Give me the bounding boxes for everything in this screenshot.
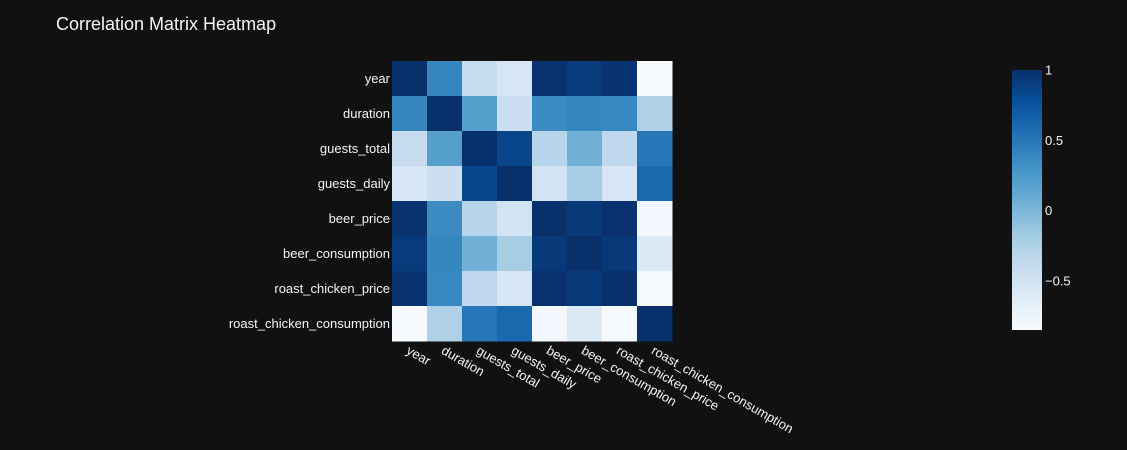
y-tick-label-beer-price: beer_price: [329, 211, 390, 226]
x-tick-label-roast-chicken-consumption: roast_chicken_consumption: [649, 343, 796, 437]
heatmap-cell-beer-price-beer-consumption: [567, 201, 603, 237]
heatmap-cell-beer-price-guests-daily: [497, 201, 533, 237]
heatmap-cell-duration-roast-chicken-consumption: [637, 96, 673, 132]
heatmap-cell-guests-daily-guests-total: [462, 166, 498, 202]
heatmap-cell-guests-total-duration: [427, 131, 463, 167]
y-tick-label-duration: duration: [343, 106, 390, 121]
heatmap-cell-guests-daily-guests-daily: [497, 166, 533, 202]
heatmap-cell-roast-chicken-price-beer-consumption: [567, 271, 603, 307]
heatmap-cell-guests-total-guests-total: [462, 131, 498, 167]
heatmap-cell-year-guests-total: [462, 61, 498, 97]
heatmap-cell-year-duration: [427, 61, 463, 97]
heatmap-cell-beer-price-guests-total: [462, 201, 498, 237]
heatmap-cell-guests-total-year: [392, 131, 428, 167]
heatmap-cell-duration-guests-daily: [497, 96, 533, 132]
heatmap-cell-duration-guests-total: [462, 96, 498, 132]
heatmap-cell-roast-chicken-consumption-beer-price: [532, 306, 568, 342]
heatmap-cell-roast-chicken-price-roast-chicken-consumption: [637, 271, 673, 307]
y-tick-label-year: year: [365, 71, 391, 86]
heatmap-cell-year-year: [392, 61, 428, 97]
y-tick-label-guests-daily: guests_daily: [318, 176, 391, 191]
y-tick-label-roast-chicken-price: roast_chicken_price: [274, 281, 390, 296]
heatmap-cell-roast-chicken-consumption-roast-chicken-price: [602, 306, 638, 342]
y-axis-tick-labels: year duration guests_total guests_dailybeer…: [229, 71, 391, 331]
x-axis-tick-labels: year durationguests_totalguests_dailybeer…: [404, 343, 796, 437]
heatmap-cell-guests-total-beer-price: [532, 131, 568, 167]
heatmap-cell-beer-price-year: [392, 201, 428, 237]
heatmap-cell-roast-chicken-consumption-duration: [427, 306, 463, 342]
x-tick-label-year: year: [404, 343, 434, 369]
heatmap-cell-beer-price-beer-price: [532, 201, 568, 237]
heatmap-cell-duration-beer-consumption: [567, 96, 603, 132]
heatmap-cell-guests-daily-duration: [427, 166, 463, 202]
colorbar-tick-label: 0: [1045, 203, 1052, 218]
heatmap-cell-beer-consumption-duration: [427, 236, 463, 272]
chart-title: Correlation Matrix Heatmap: [56, 14, 276, 34]
y-tick-label-beer-consumption: beer_consumption: [283, 246, 390, 261]
colorbar-tick-labels: 1 0.5 0 −0.5: [1045, 63, 1071, 289]
heatmap-cell-roast-chicken-consumption-guests-total: [462, 306, 498, 342]
heatmap-cell-duration-duration: [427, 96, 463, 132]
heatmap-cell-year-beer-price: [532, 61, 568, 97]
heatmap-cell-beer-price-duration: [427, 201, 463, 237]
heatmap-cell-guests-total-beer-consumption: [567, 131, 603, 167]
heatmap-cell-guests-daily-roast-chicken-price: [602, 166, 638, 202]
heatmap-cell-duration-roast-chicken-price: [602, 96, 638, 132]
colorbar-tick-label: 1: [1045, 63, 1052, 78]
heatmap-cell-beer-consumption-beer-price: [532, 236, 568, 272]
heatmap-cell-duration-beer-price: [532, 96, 568, 132]
heatmap-cell-beer-consumption-guests-total: [462, 236, 498, 272]
heatmap-cell-guests-daily-beer-price: [532, 166, 568, 202]
heatmap-cell-beer-consumption-year: [392, 236, 428, 272]
heatmap-cell-duration-year: [392, 96, 428, 132]
heatmap-cell-roast-chicken-price-roast-chicken-price: [602, 271, 638, 307]
colorbar-tick-label: 0.5: [1045, 133, 1063, 148]
heatmap-cell-beer-price-roast-chicken-consumption: [637, 201, 673, 237]
heatmap-cell-roast-chicken-consumption-guests-daily: [497, 306, 533, 342]
heatmap-cell-guests-total-roast-chicken-consumption: [637, 131, 673, 167]
heatmap-cell-roast-chicken-consumption-beer-consumption: [567, 306, 603, 342]
heatmap-cell-roast-chicken-price-guests-daily: [497, 271, 533, 307]
heatmap-cell-guests-daily-year: [392, 166, 428, 202]
heatmap-cell-beer-consumption-roast-chicken-price: [602, 236, 638, 272]
heatmap-cell-guests-daily-beer-consumption: [567, 166, 603, 202]
heatmap-cell-roast-chicken-price-beer-price: [532, 271, 568, 307]
heatmap-cell-guests-daily-roast-chicken-consumption: [637, 166, 673, 202]
heatmap-cell-year-roast-chicken-consumption: [637, 61, 673, 97]
heatmap-cell-roast-chicken-price-year: [392, 271, 428, 307]
heatmap-cell-beer-consumption-roast-chicken-consumption: [637, 236, 673, 272]
heatmap-cell-year-roast-chicken-price: [602, 61, 638, 97]
heatmap-cell-beer-consumption-beer-consumption: [567, 236, 603, 272]
heatmap-cell-guests-total-guests-daily: [497, 131, 533, 167]
heatmap-cell-guests-total-roast-chicken-price: [602, 131, 638, 167]
y-tick-label-guests-total: guests_total: [320, 141, 390, 156]
y-tick-label-roast-chicken-consumption: roast_chicken_consumption: [229, 316, 390, 331]
heatmap-cell-year-guests-daily: [497, 61, 533, 97]
heatmap-cell-beer-consumption-guests-daily: [497, 236, 533, 272]
heatmap-cell-roast-chicken-consumption-roast-chicken-consumption: [637, 306, 673, 342]
heatmap-cell-roast-chicken-price-duration: [427, 271, 463, 307]
colorbar: [1012, 70, 1042, 330]
heatmap-cell-roast-chicken-consumption-year: [392, 306, 428, 342]
heatmap-cell-beer-price-roast-chicken-price: [602, 201, 638, 237]
heatmap-cells: [392, 61, 673, 342]
heatmap-cell-roast-chicken-price-guests-total: [462, 271, 498, 307]
heatmap-cell-year-beer-consumption: [567, 61, 603, 97]
colorbar-tick-label: −0.5: [1045, 273, 1071, 288]
